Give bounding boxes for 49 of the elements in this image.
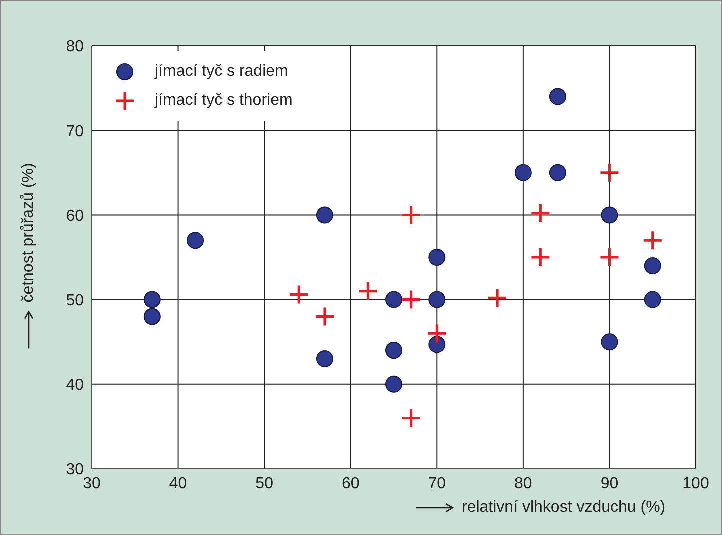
point xyxy=(288,284,310,305)
point xyxy=(428,291,446,308)
y-tick-label: 70 xyxy=(66,123,84,140)
x-tick-label: 100 xyxy=(682,475,710,492)
point xyxy=(599,162,620,184)
x-tick-label: 80 xyxy=(514,475,532,492)
y-tick-label: 50 xyxy=(66,292,84,310)
point xyxy=(642,230,664,251)
point xyxy=(644,291,662,308)
point xyxy=(386,342,402,360)
point xyxy=(401,204,422,226)
point xyxy=(549,88,566,106)
point xyxy=(316,350,334,368)
point xyxy=(401,408,422,428)
point xyxy=(426,323,448,344)
point xyxy=(601,206,618,224)
point xyxy=(428,249,446,266)
point xyxy=(644,257,662,274)
point xyxy=(549,164,566,182)
point xyxy=(599,247,620,268)
x-tick-label: 90 xyxy=(600,475,619,492)
x-tick-label: 50 xyxy=(256,475,274,492)
point xyxy=(316,206,334,224)
point xyxy=(187,232,204,250)
point xyxy=(314,306,336,327)
point xyxy=(530,247,551,268)
legend-label: jímací tyč s radiem xyxy=(155,62,288,80)
y-tick-label: 30 xyxy=(66,462,84,479)
y-tick-label: 40 xyxy=(66,377,84,394)
y-tick-label: 60 xyxy=(66,208,84,225)
point xyxy=(144,291,161,308)
point xyxy=(386,376,402,393)
x-tick-label: 70 xyxy=(428,475,446,492)
y-tick-label: 80 xyxy=(66,38,84,56)
point xyxy=(428,336,446,354)
y-axis-title: četnost průřazů (%) xyxy=(20,163,38,303)
point xyxy=(601,334,618,351)
x-axis-title: relativní vlhkost vzduchu (%) xyxy=(462,499,666,517)
point xyxy=(401,290,422,310)
point xyxy=(530,203,551,224)
point xyxy=(358,281,378,302)
point xyxy=(144,308,161,326)
x-tick-label: 40 xyxy=(169,475,188,492)
point xyxy=(514,164,532,182)
x-tick-label: 60 xyxy=(342,475,360,492)
legend-label: jímací tyč s thoriem xyxy=(155,92,293,110)
point xyxy=(386,291,402,308)
point xyxy=(487,288,508,308)
x-tick-label: 30 xyxy=(83,475,101,492)
